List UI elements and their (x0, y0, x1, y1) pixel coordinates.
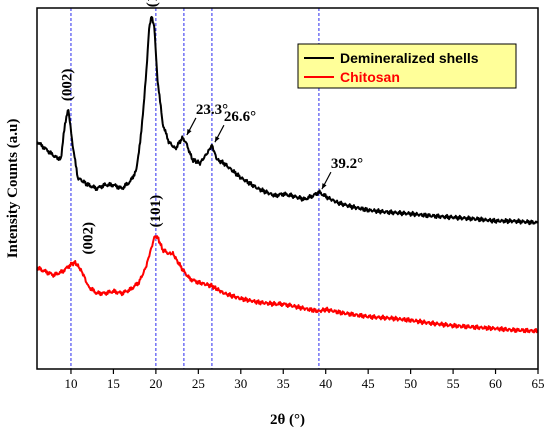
x-tick-label: 35 (277, 376, 290, 391)
x-tick-label: 10 (64, 376, 77, 391)
peak-annotation: 39.2° (331, 156, 363, 172)
reference-lines (70, 8, 320, 369)
x-tick-label: 65 (532, 376, 545, 391)
miller-index-label: (002) (60, 69, 76, 102)
x-tick-label: 30 (234, 376, 247, 391)
x-axis-ticks: 10 15 20 25 30 35 40 45 50 55 60 65 (64, 369, 545, 391)
peak-annotation: 26.6° (224, 109, 256, 125)
miller-index-label: (101) (148, 195, 164, 228)
x-tick-label: 55 (447, 376, 460, 391)
x-tick-label: 15 (107, 376, 120, 391)
miller-index-label: (002) (81, 222, 97, 255)
annotation-arrowhead (186, 128, 192, 135)
legend-label: Chitosan (340, 69, 400, 85)
x-tick-label: 25 (192, 376, 205, 391)
legend-box (297, 43, 517, 89)
legend: Demineralized shells Chitosan (297, 43, 517, 89)
x-tick-label: 40 (319, 376, 332, 391)
x-tick-label: 60 (489, 376, 502, 391)
annotation-arrowhead (321, 183, 327, 190)
plot-frame (36, 7, 539, 370)
series-line-chitosan (36, 235, 539, 334)
legend-label: Demineralized shells (340, 50, 479, 66)
x-tick-label: 20 (149, 376, 162, 391)
y-axis-title: Intensity Counts (a.u) (5, 119, 21, 259)
annotation-arrowhead (214, 136, 220, 143)
x-tick-label: 50 (404, 376, 417, 391)
peak-annotation: 23.3° (196, 102, 228, 118)
x-tick-label: 45 (362, 376, 375, 391)
miller-index-label: (101) (145, 0, 161, 7)
x-axis-title: 2θ (°) (270, 412, 305, 428)
annotation-layer: (002) (101) 23.3°26.6° 39.2° (002) (101) (60, 0, 363, 255)
series-layer (36, 15, 539, 334)
series-line-demineralized-shells (36, 15, 539, 226)
